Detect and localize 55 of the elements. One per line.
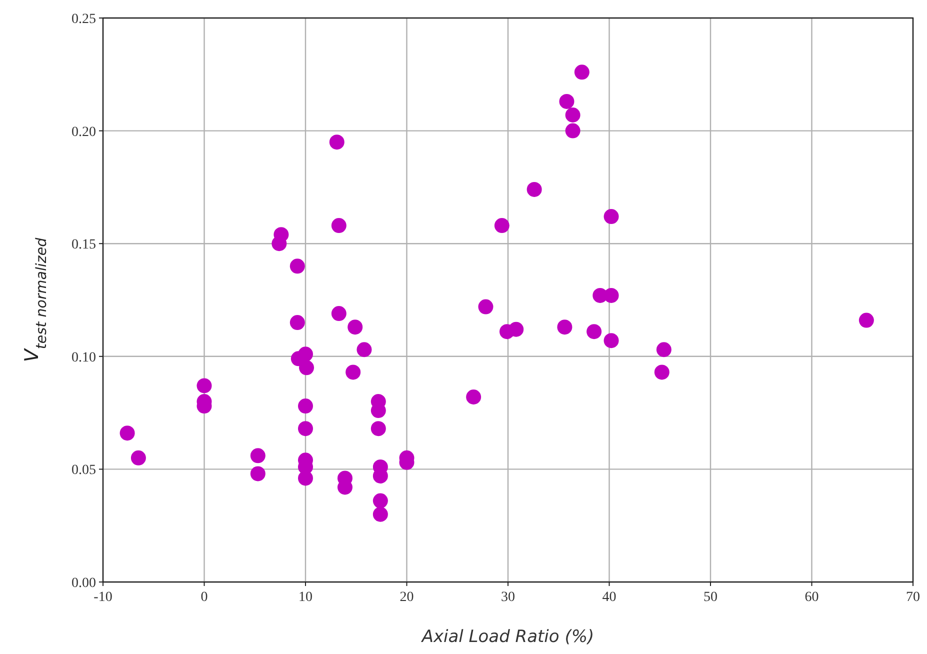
x-tick-label: 10 <box>298 590 312 605</box>
x-axis-title: Axial Load Ratio (%) <box>420 627 594 647</box>
point <box>654 364 670 380</box>
x-tick-label: -10 <box>94 590 112 605</box>
point <box>356 342 372 358</box>
point <box>565 108 580 123</box>
x-tick-label: 70 <box>906 590 920 605</box>
point <box>274 227 289 242</box>
point <box>494 218 510 234</box>
point <box>557 320 572 335</box>
x-tick-label: 0 <box>200 590 208 605</box>
point <box>559 94 574 109</box>
x-tick-label: 40 <box>602 590 616 605</box>
point <box>656 342 672 358</box>
point <box>466 390 482 405</box>
point <box>298 346 313 362</box>
point <box>574 64 590 80</box>
point <box>329 134 344 150</box>
x-tick-label: 60 <box>804 590 819 605</box>
point <box>299 360 314 376</box>
point <box>250 448 266 464</box>
point <box>298 421 313 436</box>
point <box>372 506 388 522</box>
y-tick-label: 0.10 <box>72 350 96 366</box>
y-tick-label: 0.05 <box>72 463 96 478</box>
y-tick-label: 0.25 <box>72 12 96 27</box>
x-tick-label: 20 <box>400 590 414 605</box>
y-tick-label: 0.00 <box>72 576 96 591</box>
point <box>370 421 386 436</box>
x-tick-label: 50 <box>704 590 718 605</box>
point <box>130 450 146 466</box>
x-tick-label: 30 <box>501 590 515 605</box>
point <box>586 324 602 340</box>
point <box>604 288 619 303</box>
point <box>508 322 524 337</box>
point <box>372 493 388 508</box>
point <box>604 209 619 224</box>
point <box>331 306 346 322</box>
point <box>290 258 305 274</box>
point <box>298 398 313 414</box>
point <box>196 378 212 394</box>
point <box>565 123 580 138</box>
point <box>250 466 266 482</box>
point <box>478 299 494 314</box>
point <box>120 426 135 441</box>
point <box>526 182 542 197</box>
point <box>298 470 313 486</box>
point <box>290 315 305 330</box>
y-tick-label: 0.20 <box>72 124 96 140</box>
y-tick-label: 0.15 <box>72 238 96 253</box>
point <box>346 364 361 380</box>
point <box>331 218 346 234</box>
point <box>348 320 363 335</box>
point <box>604 333 619 348</box>
point <box>858 312 874 328</box>
